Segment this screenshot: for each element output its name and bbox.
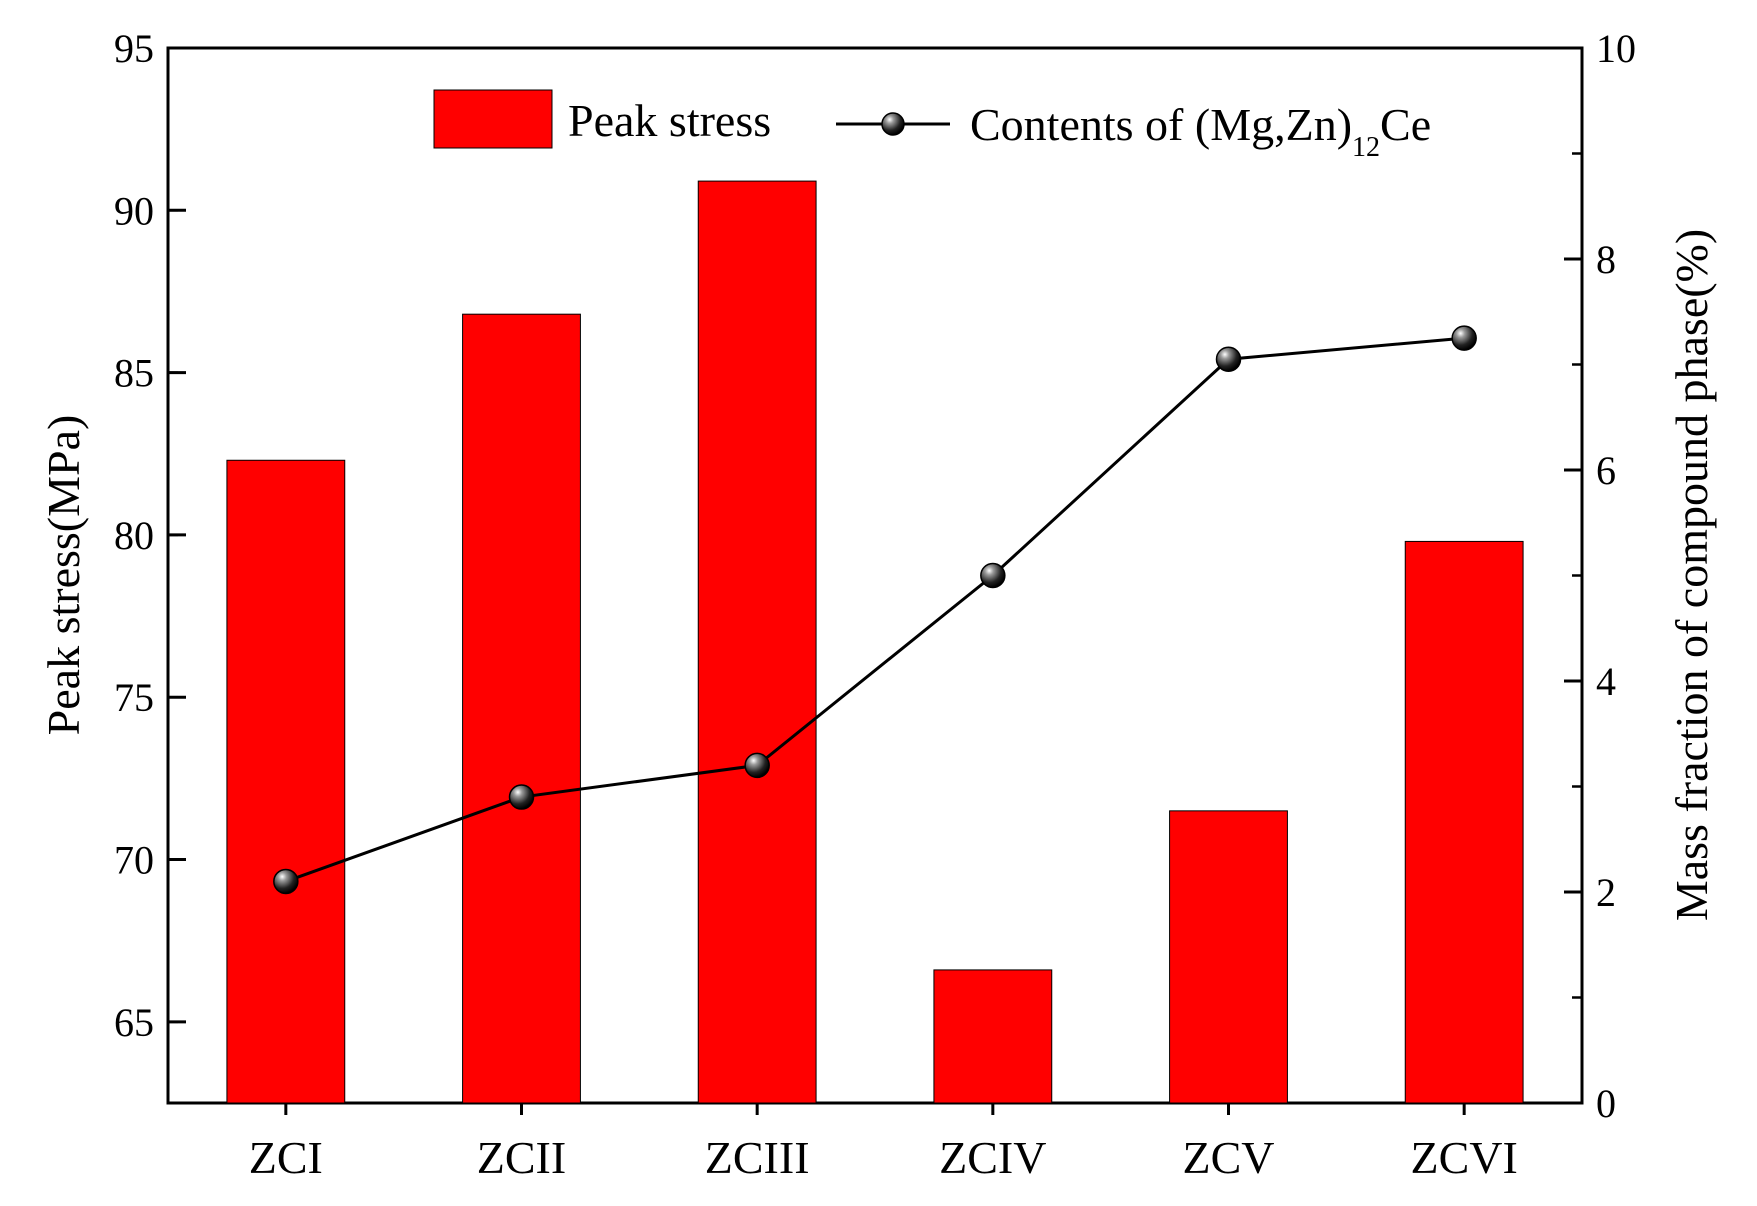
legend-line-label-tail: Ce: [1380, 99, 1431, 150]
right-tick-label: 2: [1596, 870, 1616, 915]
left-tick-label: 75: [114, 675, 154, 720]
bar-zcvi: [1405, 541, 1523, 1103]
right-tick-label: 8: [1596, 237, 1616, 282]
left-tick-label: 95: [114, 26, 154, 71]
left-tick-label: 85: [114, 351, 154, 396]
right-tick-label: 10: [1596, 26, 1636, 71]
legend-line-label: Contents of (Mg,Zn)12Ce: [970, 99, 1431, 163]
legend-line-label-main: Contents of (Mg,Zn): [970, 99, 1352, 150]
right-tick-label: 0: [1596, 1081, 1616, 1126]
bar-zcv: [1170, 811, 1288, 1103]
point-zciv: [981, 564, 1005, 588]
bar-zciii: [698, 181, 816, 1103]
chart: 65707580859095 0246810 ZCI ZCII ZCIII ZCIV Z…: [0, 0, 1757, 1206]
bar-series: [227, 181, 1523, 1103]
left-tick-label: 80: [114, 513, 154, 558]
left-tick-label: 65: [114, 1000, 154, 1045]
x-axis: ZCI ZCII ZCIII ZCIV ZCV ZCVI: [249, 1103, 1518, 1183]
left-axis-title: Peak stress(MPa): [38, 415, 89, 736]
line-series: [274, 326, 1476, 893]
x-tick-label-zci: ZCI: [249, 1132, 323, 1183]
right-tick-label: 6: [1596, 448, 1616, 493]
right-tick-label: 4: [1596, 659, 1616, 704]
point-zcv: [1217, 347, 1241, 371]
legend-line-label-sub: 12: [1352, 132, 1380, 163]
plot-frame: [168, 48, 1582, 1103]
plot-area: [168, 48, 1582, 1103]
left-axis: 65 70 75 80 85 90 95: [114, 26, 186, 1045]
bar-zcii: [463, 314, 581, 1103]
bar-zci: [227, 460, 345, 1103]
legend: Peak stress Contents of (Mg,Zn)12Ce: [434, 90, 1431, 163]
legend-line-marker: [882, 113, 904, 135]
left-tick-label: 90: [114, 188, 154, 233]
point-zcvi: [1452, 326, 1476, 350]
point-zci: [274, 869, 298, 893]
point-zciii: [745, 753, 769, 777]
x-tick-label-zcvi: ZCVI: [1411, 1132, 1518, 1183]
x-tick-label-zciii: ZCIII: [705, 1132, 810, 1183]
legend-bar-swatch: [434, 90, 552, 148]
left-tick-label: 70: [114, 838, 154, 883]
x-tick-label-zciv: ZCIV: [939, 1132, 1046, 1183]
x-tick-label-zcii: ZCII: [477, 1132, 566, 1183]
right-axis-title: Mass fraction of compound phase(%): [1666, 229, 1717, 921]
bar-zciv: [934, 970, 1052, 1103]
legend-bar-label: Peak stress: [568, 95, 771, 146]
right-axis: 0 2 4 6 8 10: [1564, 26, 1636, 1126]
point-zcii: [510, 785, 534, 809]
x-tick-label-zcv: ZCV: [1183, 1132, 1275, 1183]
